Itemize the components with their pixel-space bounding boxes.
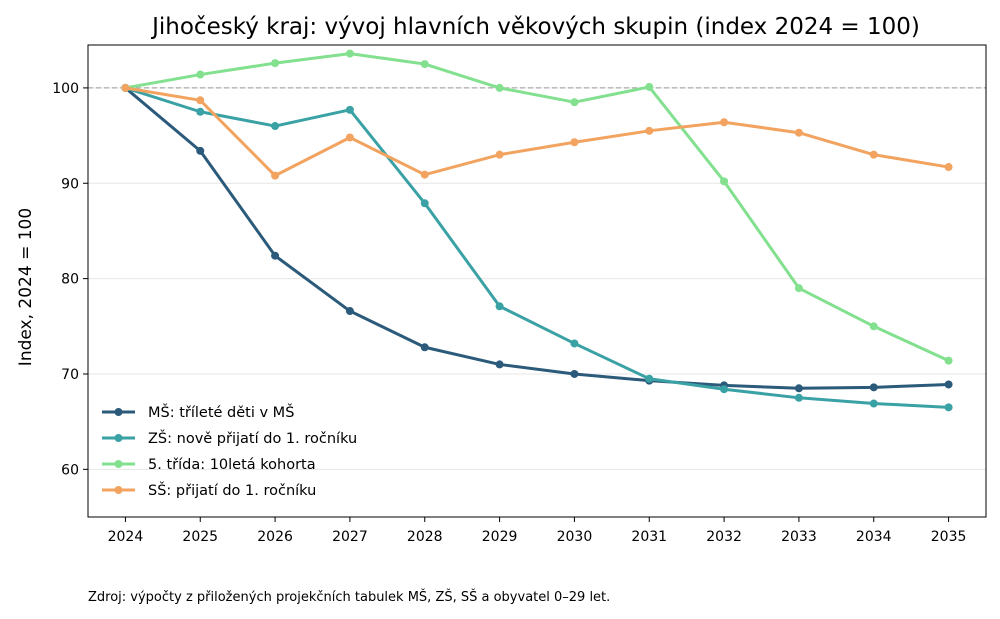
legend-swatch-marker (114, 460, 123, 468)
series-line (123, 86, 951, 178)
data-point (345, 307, 354, 316)
data-point (196, 96, 205, 105)
data-point (869, 383, 878, 392)
series-2 (121, 83, 953, 412)
data-point (720, 118, 729, 127)
data-point (720, 177, 729, 186)
data-point (271, 59, 280, 68)
data-point (720, 385, 729, 394)
legend-label: MŠ: tříleté děti v MŠ (148, 403, 294, 421)
data-point (196, 70, 205, 79)
data-point (495, 150, 504, 159)
legend-label: 5. třída: 10letá kohorta (148, 457, 316, 473)
y-tick-label: 60 (61, 462, 79, 478)
series-line (123, 86, 951, 390)
data-point (495, 360, 504, 369)
x-tick-label: 2031 (631, 529, 667, 545)
series-line (123, 86, 951, 409)
data-point (794, 284, 803, 293)
data-point (570, 369, 579, 378)
source-note: Zdroj: výpočty z přiložených projekčních… (88, 589, 610, 605)
data-point (420, 170, 429, 179)
data-point (420, 343, 429, 352)
data-point (196, 107, 205, 116)
series-line (123, 52, 951, 363)
y-tick-label: 80 (61, 272, 79, 288)
x-tick-label: 2029 (482, 529, 518, 545)
x-tick-label: 2024 (108, 529, 144, 545)
legend-label: ZŠ: nově přijatí do 1. ročníku (148, 429, 357, 447)
data-point (271, 251, 280, 260)
data-point (345, 133, 354, 142)
data-point (645, 374, 654, 383)
data-point (345, 105, 354, 114)
chart-title: Jihočeský kraj: vývoj hlavních věkových … (150, 14, 920, 40)
data-point (944, 380, 953, 389)
data-point (944, 356, 953, 365)
data-point (570, 138, 579, 147)
y-tick-label: 100 (52, 81, 79, 97)
x-tick-label: 2028 (407, 529, 443, 545)
data-point (495, 302, 504, 311)
legend-label: SŠ: přijatí do 1. ročníku (148, 481, 316, 499)
data-point (121, 83, 130, 92)
series-4 (121, 83, 953, 180)
data-point (944, 403, 953, 412)
data-point (570, 339, 579, 348)
series-3 (121, 49, 953, 365)
legend-swatch-marker (114, 408, 123, 416)
series-group (121, 49, 953, 412)
legend-item: ZŠ: nově přijatí do 1. ročníku (102, 429, 357, 447)
x-tick-label: 2034 (856, 529, 892, 545)
x-tick-label: 2026 (257, 529, 293, 545)
legend-swatch-marker (114, 434, 123, 442)
data-point (645, 82, 654, 91)
y-axis-label: Index, 2024 = 100 (16, 208, 36, 366)
legend-item: SŠ: přijatí do 1. ročníku (102, 481, 316, 499)
data-point (570, 98, 579, 107)
data-point (645, 126, 654, 135)
legend-swatch-marker (114, 486, 123, 494)
data-point (495, 83, 504, 92)
x-tick-label: 2025 (182, 529, 218, 545)
y-axis: 60 70 80 90 100 (52, 81, 88, 478)
data-point (420, 60, 429, 69)
data-point (345, 49, 354, 58)
data-point (420, 199, 429, 208)
data-point (794, 384, 803, 393)
data-point (196, 146, 205, 155)
data-point (794, 128, 803, 137)
x-tick-label: 2033 (781, 529, 817, 545)
x-axis: 2024 2025 2026 2027 2028 2029 2030 2031 2032 2033… (108, 517, 967, 545)
legend-item: 5. třída: 10letá kohorta (102, 457, 316, 473)
x-tick-label: 2032 (706, 529, 742, 545)
y-tick-label: 70 (61, 367, 79, 383)
data-point (869, 150, 878, 159)
data-point (271, 171, 280, 180)
data-point (794, 393, 803, 402)
series-1 (121, 83, 953, 393)
data-point (271, 122, 280, 131)
legend: MŠ: tříleté děti v MŠ ZŠ: nově přijatí do… (102, 403, 357, 499)
x-tick-label: 2027 (332, 529, 368, 545)
y-tick-label: 90 (61, 176, 79, 192)
data-point (869, 399, 878, 408)
x-tick-label: 2030 (557, 529, 593, 545)
x-tick-label: 2035 (931, 529, 967, 545)
data-point (944, 163, 953, 172)
data-point (869, 322, 878, 331)
legend-item: MŠ: tříleté děti v MŠ (102, 403, 294, 421)
plot-area (87, 44, 987, 518)
